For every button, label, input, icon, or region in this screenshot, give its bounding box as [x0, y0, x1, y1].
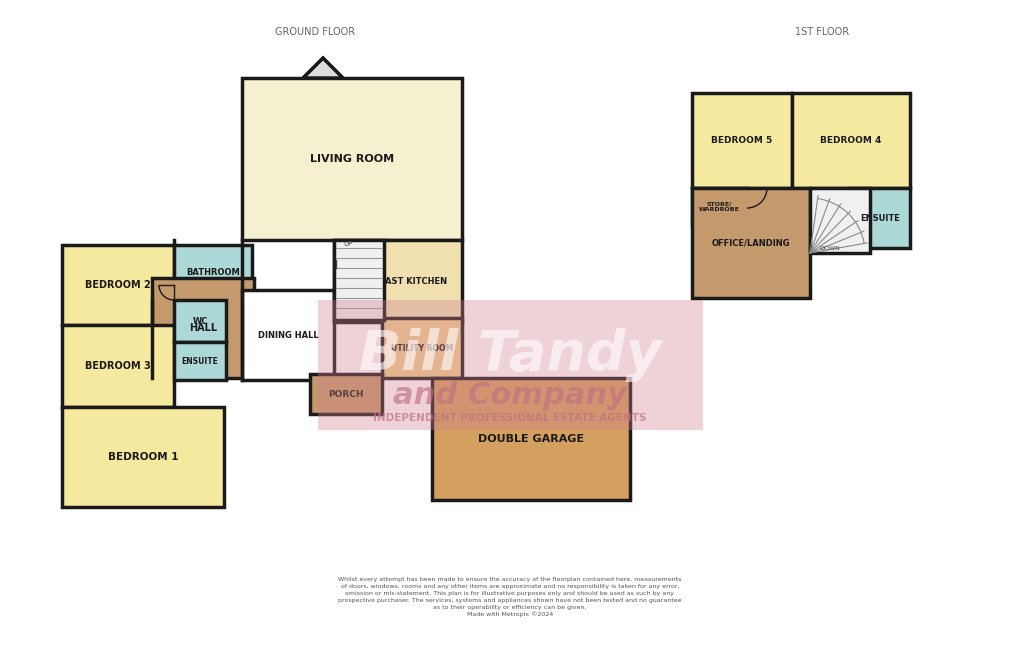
- Text: ENSUITE: ENSUITE: [181, 357, 218, 365]
- Polygon shape: [303, 58, 342, 78]
- Text: BATHROOM: BATHROOM: [185, 268, 239, 277]
- Bar: [791, 93, 909, 188]
- Bar: [62, 407, 224, 507]
- Bar: [310, 374, 382, 414]
- Bar: [691, 188, 746, 226]
- Text: WC: WC: [193, 316, 208, 326]
- Bar: [382, 318, 462, 378]
- Text: INDEPENDENT PROFESSIONAL ESTATE AGENTS: INDEPENDENT PROFESSIONAL ESTATE AGENTS: [373, 413, 646, 423]
- Text: 1ST FLOOR: 1ST FLOOR: [794, 27, 848, 37]
- Text: Whilst every attempt has been made to ensure the accuracy of the floorplan conta: Whilst every attempt has been made to en…: [338, 577, 681, 618]
- Bar: [62, 245, 174, 325]
- Bar: [691, 93, 791, 188]
- Text: PORCH: PORCH: [328, 389, 364, 398]
- Text: Bill Tandy: Bill Tandy: [359, 328, 660, 382]
- Bar: [242, 78, 462, 240]
- Text: BEDROOM 3: BEDROOM 3: [85, 361, 151, 371]
- Text: BEDROOM 1: BEDROOM 1: [108, 452, 178, 462]
- Text: STORE/
WARDROBE: STORE/ WARDROBE: [698, 202, 739, 212]
- Bar: [62, 325, 174, 407]
- Bar: [318, 300, 702, 430]
- Bar: [174, 342, 226, 380]
- Text: and Company: and Company: [392, 380, 627, 409]
- Bar: [809, 188, 869, 253]
- Bar: [242, 290, 333, 380]
- Text: BREAKFAST KITCHEN: BREAKFAST KITCHEN: [348, 277, 446, 286]
- Text: ENSUITE: ENSUITE: [859, 214, 899, 223]
- Bar: [174, 245, 252, 300]
- Text: BEDROOM 2: BEDROOM 2: [85, 280, 151, 290]
- Text: GROUND FLOOR: GROUND FLOOR: [275, 27, 355, 37]
- Text: UP: UP: [343, 241, 353, 247]
- Text: DOUBLE GARAGE: DOUBLE GARAGE: [478, 434, 584, 444]
- Bar: [174, 300, 226, 342]
- Text: LIVING ROOM: LIVING ROOM: [310, 154, 393, 164]
- Bar: [691, 188, 809, 298]
- Text: OFFICE/LANDING: OFFICE/LANDING: [711, 238, 790, 247]
- Text: UTILITY ROOM: UTILITY ROOM: [390, 344, 452, 352]
- Text: DOWN: DOWN: [819, 245, 840, 251]
- Bar: [152, 278, 254, 378]
- Text: HALL: HALL: [189, 323, 217, 333]
- Bar: [333, 240, 462, 322]
- Text: BEDROOM 4: BEDROOM 4: [819, 136, 880, 145]
- Text: DINING HALL: DINING HALL: [258, 331, 318, 340]
- Bar: [432, 378, 630, 500]
- Text: BEDROOM 5: BEDROOM 5: [710, 136, 771, 145]
- Bar: [849, 188, 909, 248]
- Bar: [333, 240, 383, 320]
